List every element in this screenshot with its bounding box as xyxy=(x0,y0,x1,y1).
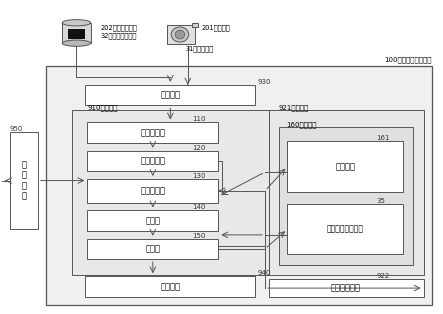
Bar xyxy=(288,141,403,192)
Text: 160：存储部: 160：存储部 xyxy=(286,122,317,128)
Text: 921：存储器: 921：存储器 xyxy=(279,104,309,111)
Bar xyxy=(167,25,195,44)
Ellipse shape xyxy=(62,40,91,46)
Bar xyxy=(85,276,256,297)
Text: 910：处理器: 910：处理器 xyxy=(87,104,118,111)
Text: 930: 930 xyxy=(258,79,271,85)
Text: 950: 950 xyxy=(10,126,23,132)
Text: 130: 130 xyxy=(192,173,206,179)
Bar xyxy=(268,279,424,297)
Text: 特征提取部: 特征提取部 xyxy=(140,186,165,195)
Text: 点云取得部: 点云取得部 xyxy=(140,156,165,165)
Text: 高分辨率点云数据: 高分辨率点云数据 xyxy=(326,225,364,234)
Bar xyxy=(72,110,268,275)
Text: 生成部: 生成部 xyxy=(145,216,160,225)
Text: 输出接口: 输出接口 xyxy=(160,282,180,291)
Bar xyxy=(288,204,403,254)
Text: 输入接口: 输入接口 xyxy=(160,90,180,100)
Text: 校准信息: 校准信息 xyxy=(335,162,355,171)
Bar xyxy=(68,29,85,39)
Bar xyxy=(62,23,91,43)
Text: 201：摄像机: 201：摄像机 xyxy=(202,24,230,31)
Bar xyxy=(192,23,198,27)
Bar xyxy=(268,110,424,275)
Text: 940: 940 xyxy=(258,270,271,276)
Bar xyxy=(87,179,218,203)
Text: 35: 35 xyxy=(377,198,385,204)
Text: 31：图像数据: 31：图像数据 xyxy=(186,45,214,52)
Text: 图像取得部: 图像取得部 xyxy=(140,128,165,137)
Bar xyxy=(85,85,256,105)
Bar xyxy=(280,127,413,265)
Ellipse shape xyxy=(171,27,189,42)
Ellipse shape xyxy=(62,19,91,26)
Text: 100：移动量估计装置: 100：移动量估计装置 xyxy=(384,56,432,63)
Text: 120: 120 xyxy=(192,145,206,151)
Text: 通
信
装
置: 通 信 装 置 xyxy=(21,160,26,201)
Text: 922: 922 xyxy=(377,273,390,279)
Bar xyxy=(87,151,218,171)
Text: 161: 161 xyxy=(377,135,390,141)
Bar xyxy=(87,239,218,259)
Bar xyxy=(87,122,218,143)
Text: 150: 150 xyxy=(192,233,206,239)
Text: 估计部: 估计部 xyxy=(145,244,160,253)
Bar xyxy=(46,66,432,305)
Text: 32：进深点云数据: 32：进深点云数据 xyxy=(101,32,137,39)
Text: 140: 140 xyxy=(192,204,206,210)
Bar xyxy=(87,210,218,231)
Ellipse shape xyxy=(175,30,185,39)
Bar xyxy=(10,132,38,229)
Text: 辅助存储装置: 辅助存储装置 xyxy=(331,284,361,293)
Text: 110: 110 xyxy=(192,116,206,122)
Text: 202：激光传感器: 202：激光传感器 xyxy=(101,24,137,31)
